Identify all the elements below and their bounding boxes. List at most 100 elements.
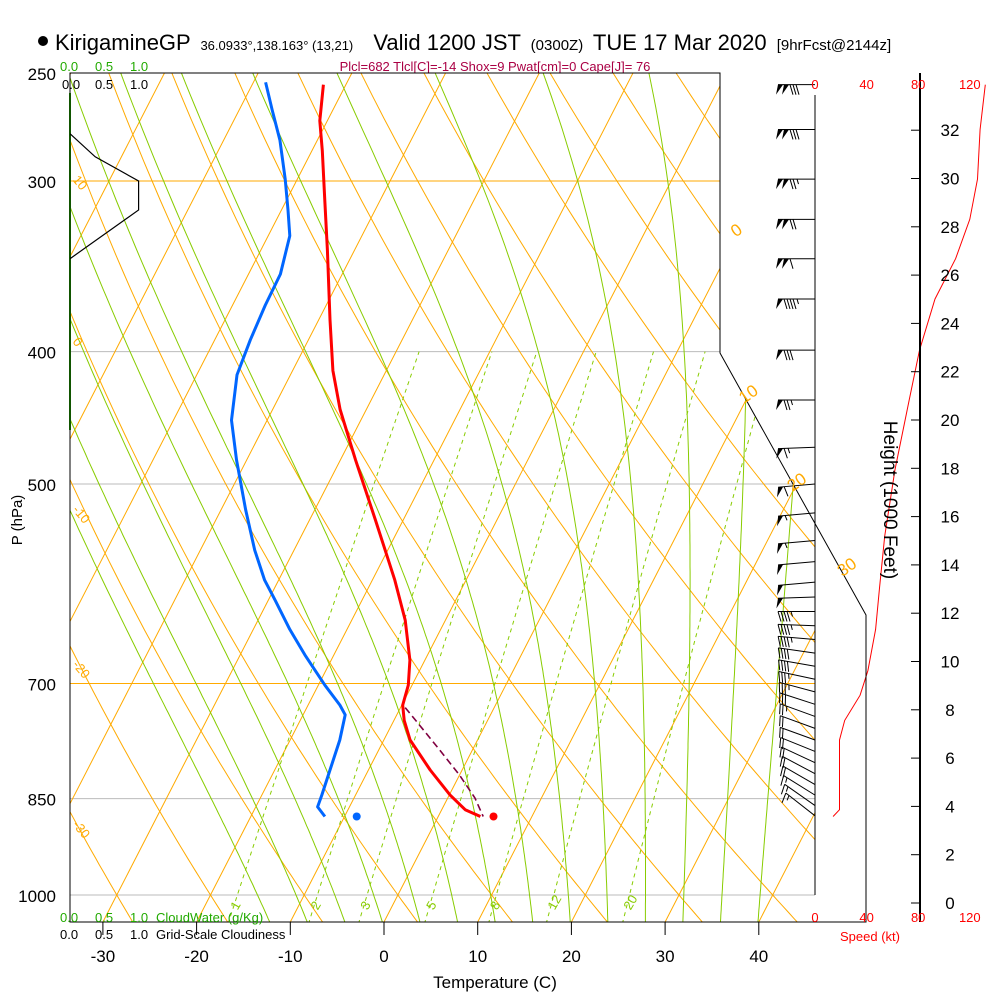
station-coords: 36.0933°,138.163° (13,21): [200, 38, 353, 53]
wind-barb: [777, 611, 815, 622]
barb-full: [783, 486, 789, 497]
barb-staff: [778, 623, 816, 627]
speed-tick-label-top: 0: [811, 77, 818, 92]
speed-tick-label-bottom: 120: [959, 910, 981, 925]
dry-adiabat: [535, 73, 815, 922]
x-tick-label: 40: [749, 947, 768, 966]
isotherm-label: 20: [784, 469, 810, 495]
barb-full: [778, 671, 781, 682]
barb-half: [796, 298, 799, 305]
theta-label: -20: [70, 657, 94, 681]
barb-staff: [781, 746, 816, 764]
pressure-tick-label: 1000: [18, 887, 56, 906]
barb-pennant: [777, 543, 784, 554]
valid-time: Valid 1200 JST: [373, 30, 520, 55]
barb-full: [789, 350, 794, 361]
valid-zulu: (0300Z): [531, 37, 584, 54]
theta-label: 10: [70, 172, 91, 193]
height-tick-label: 32: [941, 121, 960, 140]
wind-barb: [776, 218, 815, 230]
cl-tick: 0.5: [95, 77, 113, 92]
wind-barb: [779, 737, 816, 752]
barb-pennant: [776, 400, 783, 411]
barb-full: [792, 178, 797, 190]
isotherm-label: 0: [727, 220, 746, 241]
mixing-ratio-line: [545, 351, 706, 922]
wind-barb: [776, 178, 815, 190]
theta-label: -30: [70, 817, 94, 841]
dry-adiabat: [473, 73, 815, 922]
grid-layer: [70, 73, 815, 922]
wind-barb: [777, 647, 816, 660]
dry-adiabat: [70, 73, 135, 922]
barb-staff: [778, 539, 816, 545]
barb-staff: [780, 737, 816, 752]
isotherm-30: [663, 73, 815, 922]
cl-tick: 0.0: [60, 927, 78, 942]
barb-staff: [778, 671, 816, 680]
x-tick-label: -30: [91, 947, 116, 966]
temperature-line: [318, 84, 482, 818]
barb-half: [786, 795, 790, 801]
barb-full: [783, 648, 787, 660]
isotherm--20: [195, 73, 646, 922]
barb-staff: [784, 783, 816, 806]
barb-full: [792, 129, 797, 140]
barb-full: [780, 765, 784, 777]
barb-full: [779, 715, 781, 727]
barb-full: [781, 660, 784, 671]
wind-barb: [779, 692, 816, 706]
wind-barb: [777, 561, 816, 576]
cl-tick: 1.0: [130, 927, 148, 942]
barb-full: [777, 624, 782, 635]
station-name: KirigamineGP: [55, 30, 190, 55]
barb-staff: [782, 755, 816, 775]
speed-tick-label-bottom: 80: [911, 910, 925, 925]
wind-barb: [776, 84, 815, 95]
barb-full: [781, 728, 784, 739]
height-tick-label: 4: [945, 797, 954, 816]
barb-full: [786, 350, 791, 361]
dry-adiabat: [223, 73, 800, 922]
pressure-tick-label: 500: [28, 476, 56, 495]
cw-tick: 1.0: [130, 910, 148, 925]
mixing-ratio-label: 20: [620, 892, 640, 912]
valid-date: TUE 17 Mar 2020: [593, 30, 767, 55]
barb-staff: [778, 581, 816, 586]
dry-adiabat: [161, 73, 705, 922]
barb-full: [779, 737, 782, 749]
isotherm--50: [70, 73, 365, 922]
moist-adiabat: [325, 73, 571, 922]
wind-barb: [776, 349, 815, 361]
wind-barb: [781, 792, 816, 817]
isotherm-label: 30: [834, 554, 860, 580]
dry-adiabat: [348, 73, 815, 922]
barb-full: [786, 637, 790, 648]
barb-half: [790, 624, 793, 631]
pressure-tick-label: 400: [28, 344, 56, 363]
wind-barb: [776, 446, 816, 459]
wind-barb: [779, 755, 816, 775]
barb-full: [789, 298, 794, 310]
wind-barb: [777, 581, 816, 596]
isotherm--60: [70, 73, 272, 922]
cloudiness-legend-top: 0.0 0.5 1.0: [62, 77, 148, 92]
x-tick-label: 30: [656, 947, 675, 966]
wind-barb: [780, 783, 816, 806]
speed-tick-label-top: 40: [859, 77, 873, 92]
barb-full: [789, 258, 794, 269]
barb-full: [795, 84, 800, 95]
barb-full: [781, 792, 787, 803]
dry-adiabat: [70, 73, 325, 922]
surface-dewpoint-dot: [352, 812, 361, 821]
header-line: KirigamineGP 36.0933°,138.163° (13,21) V…: [55, 30, 891, 55]
cw-tick: 0.5: [95, 59, 113, 74]
barb-full: [783, 611, 788, 622]
height-tick-label: 24: [941, 314, 960, 333]
wind-barb: [779, 726, 816, 741]
wind-barb: [776, 596, 816, 609]
barb-full: [780, 648, 784, 659]
height-tick-label: 10: [941, 653, 960, 672]
barb-half: [784, 542, 788, 549]
station-marker-icon: [38, 36, 48, 46]
